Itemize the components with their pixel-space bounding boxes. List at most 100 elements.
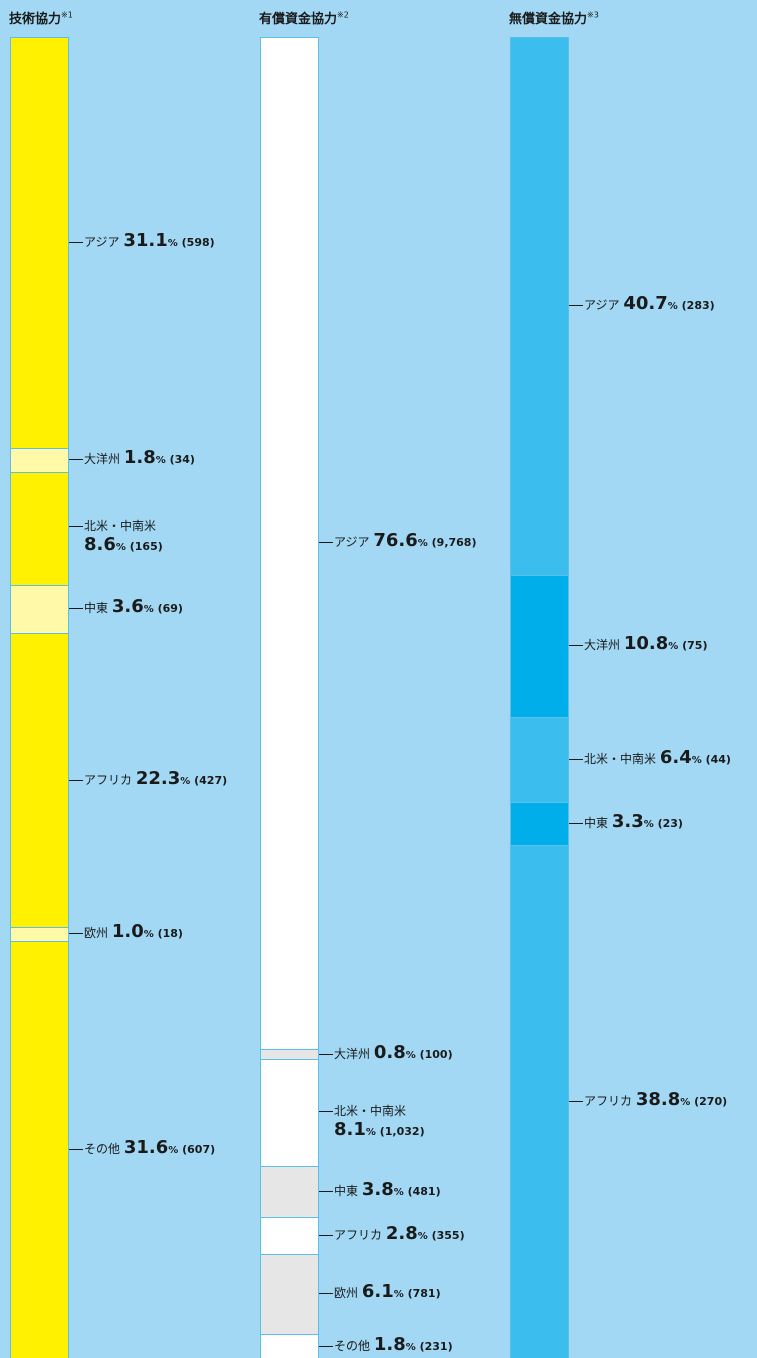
percent-unit: % xyxy=(644,819,654,830)
region-name: アジア xyxy=(584,298,620,312)
segment-label: 北米・中南米 6.4% (44) xyxy=(569,749,731,770)
segment-label: アフリカ 2.8% (355) xyxy=(319,1225,465,1246)
count-value: (1,032) xyxy=(380,1125,425,1138)
segment-label: 中東 3.8% (481) xyxy=(319,1181,441,1202)
segment-label: 欧州 6.1% (781) xyxy=(319,1283,441,1304)
leader-line xyxy=(319,1235,333,1236)
count-value: (75) xyxy=(682,639,707,652)
region-name: アフリカ xyxy=(584,1094,632,1108)
region-name: 中東 xyxy=(334,1184,358,1198)
bar-segment xyxy=(260,1217,319,1254)
segment-label: 欧州 1.0% (18) xyxy=(69,923,183,944)
percent-unit: % xyxy=(394,1187,404,1198)
segment-value: 40.7% (283) xyxy=(620,298,715,312)
percent-unit: % xyxy=(406,1342,416,1353)
segment-value: 1.8% (34) xyxy=(120,452,195,466)
region-name: 中東 xyxy=(584,816,608,830)
region-name: アフリカ xyxy=(84,773,132,787)
count-value: (69) xyxy=(158,602,183,615)
bar-segment xyxy=(10,585,69,633)
chart-title-text: 有償資金協力 xyxy=(259,12,337,27)
segment-value: 76.6% (9,768) xyxy=(370,535,477,549)
chart-title-note: ※3 xyxy=(587,11,599,20)
count-value: (781) xyxy=(408,1287,441,1300)
bar-segment xyxy=(260,1049,319,1060)
count-value: (283) xyxy=(682,299,715,312)
bar-segment xyxy=(10,472,69,586)
segment-label: アジア 31.1% (598) xyxy=(69,232,215,253)
segment-value: 8.6% (165) xyxy=(69,535,163,558)
segment-label: 中東 3.6% (69) xyxy=(69,598,183,619)
region-name: 大洋州 xyxy=(584,638,620,652)
leader-line xyxy=(69,933,83,934)
percent-value: 1.8 xyxy=(374,1334,406,1355)
percent-value: 3.3 xyxy=(612,811,644,832)
leader-line xyxy=(69,608,83,609)
percent-unit: % xyxy=(418,538,428,549)
bar-segment xyxy=(510,717,569,802)
leader-line xyxy=(69,242,83,243)
percent-value: 1.0 xyxy=(112,921,144,942)
region-name: 北米・中南米 xyxy=(334,1104,406,1118)
chart-title-text: 技術協力 xyxy=(9,12,61,27)
percent-unit: % xyxy=(116,542,126,553)
segment-value: 2.8% (355) xyxy=(382,1228,465,1242)
count-value: (607) xyxy=(182,1143,215,1156)
percent-value: 76.6 xyxy=(373,530,417,551)
leader-line xyxy=(319,1054,333,1055)
segment-value: 3.8% (481) xyxy=(358,1184,441,1198)
percent-value: 3.6 xyxy=(112,596,144,617)
segment-value: 31.1% (598) xyxy=(120,235,215,249)
count-value: (598) xyxy=(182,236,215,249)
count-value: (100) xyxy=(420,1048,453,1061)
bar-segment xyxy=(260,37,319,1049)
percent-value: 38.8 xyxy=(636,1089,680,1110)
segment-value: 8.1% (1,032) xyxy=(319,1120,425,1143)
region-name: その他 xyxy=(334,1339,370,1353)
percent-value: 22.3 xyxy=(136,768,180,789)
bar-segment xyxy=(10,37,69,448)
segment-label: 中東 3.3% (23) xyxy=(569,813,683,834)
count-value: (23) xyxy=(658,817,683,830)
region-name: アジア xyxy=(334,535,370,549)
count-value: (18) xyxy=(158,927,183,940)
segment-label: アジア 40.7% (283) xyxy=(569,295,715,316)
percent-unit: % xyxy=(692,755,702,766)
region-name: 大洋州 xyxy=(84,452,120,466)
chart-title-note: ※2 xyxy=(337,11,349,20)
leader-line xyxy=(69,780,83,781)
segment-value: 6.4% (44) xyxy=(656,752,731,766)
leader-line xyxy=(569,759,583,760)
region-name: 北米・中南米 xyxy=(84,519,156,533)
bar-segment xyxy=(260,1334,319,1358)
percent-unit: % xyxy=(144,604,154,615)
percent-value: 6.1 xyxy=(362,1281,394,1302)
percent-unit: % xyxy=(168,1145,178,1156)
bar-segment xyxy=(260,1166,319,1216)
count-value: (231) xyxy=(420,1340,453,1353)
bar-segment xyxy=(510,37,569,575)
segment-value: 3.6% (69) xyxy=(108,601,183,615)
percent-value: 40.7 xyxy=(623,293,667,314)
segment-value: 1.8% (231) xyxy=(370,1339,453,1353)
bar-segment xyxy=(10,633,69,928)
segment-label: 北米・中南米 8.6% (165) xyxy=(69,517,163,558)
percent-unit: % xyxy=(366,1127,376,1138)
percent-value: 1.8 xyxy=(124,447,156,468)
segment-label: アフリカ 22.3% (427) xyxy=(69,770,227,791)
bar-segment xyxy=(510,802,569,846)
leader-line xyxy=(319,1346,333,1347)
segment-label: 大洋州 10.8% (75) xyxy=(569,635,708,656)
percent-value: 3.8 xyxy=(362,1179,394,1200)
leader-line xyxy=(569,305,583,306)
chart-title: 技術協力※1 xyxy=(9,8,73,27)
leader-line xyxy=(319,542,333,543)
segment-value: 6.1% (781) xyxy=(358,1286,441,1300)
percent-unit: % xyxy=(406,1050,416,1061)
percent-value: 10.8 xyxy=(624,633,668,654)
segment-label: アフリカ 38.8% (270) xyxy=(569,1091,727,1112)
segment-value: 38.8% (270) xyxy=(632,1094,727,1108)
leader-line xyxy=(569,1101,583,1102)
segment-value: 31.6% (607) xyxy=(120,1142,215,1156)
region-name: 欧州 xyxy=(334,1286,358,1300)
